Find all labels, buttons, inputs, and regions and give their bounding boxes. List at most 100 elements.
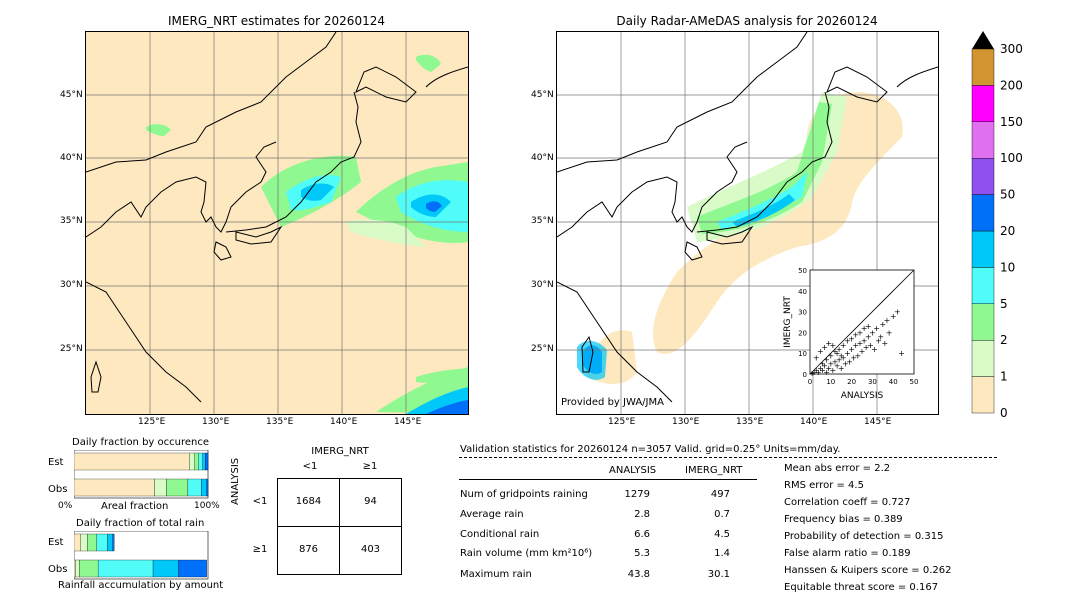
fraction-bar-segment [74,452,190,471]
right-map-canvas [557,32,938,414]
occurrence-tick-100: 100% [194,501,220,511]
scatter-point: + [867,341,874,350]
stats-row-analysis: 6.6 [634,529,650,540]
left-lon-label-125: 125°E [138,417,166,427]
fraction-bar-segment [206,478,209,497]
fraction-bar-segment [80,533,88,552]
scatter-point: + [825,339,832,348]
right-lon-label-145: 145°E [864,417,892,427]
stats-row-imerg: 1.4 [714,548,730,559]
colorbar-label: 2 [1000,333,1008,347]
scatter-point: + [838,351,845,360]
colorbar-box [971,340,995,377]
scatter-x-ticks: 0 10 20 30 40 50 [808,378,919,386]
right-lon-label-130: 130°E [672,417,700,427]
right-lat-label-40: 40°N [531,153,554,163]
scatter-y-ticks: 0 10 20 30 40 50 [798,267,807,379]
colorbar-label: 20 [1000,224,1015,238]
stats-row-imerg: 30.1 [707,569,730,580]
scatter-point: + [852,341,859,350]
scatter-point: + [827,360,834,369]
scatter-point: + [842,360,849,369]
fraction-bar-segment [97,559,154,578]
rain-fraction-xlabel: Rainfall accumulation by amount [58,580,224,591]
fraction-bar-segment [205,452,209,471]
colorbar-box [971,194,995,232]
scatter-point: + [821,362,828,371]
stats-col-imerg: IMERG_NRT [685,465,743,476]
colorbar-box [971,157,995,195]
left-lon-label-145: 145°E [394,417,422,427]
scatter-point: + [832,358,839,367]
fraction-bar-segment [74,533,81,552]
scatter-point: + [879,320,886,329]
fraction-bar-segment [187,478,202,497]
stats-row-label: Maximum rain [460,569,532,580]
validation-divider [459,457,997,458]
contingency-row-lt1: <1 [252,496,268,507]
colorbar-label: 10 [1000,260,1015,274]
scatter-point: + [827,351,834,360]
scatter-y-tick: 50 [798,267,807,275]
scatter-y-tick: 0 [803,371,807,379]
contingency-cell-01: 94 [364,496,377,507]
scatter-x-tick: 0 [808,378,812,386]
score-rms-error: RMS error = 4.5 [784,480,864,491]
colorbar-box [971,230,995,268]
occurrence-tick-0: 0% [58,501,73,511]
stats-row-label: Conditional rain [460,529,540,540]
fraction-bar-segment [154,478,167,497]
scatter-x-tick: 20 [847,378,856,386]
scatter-point: + [844,349,851,358]
scatter-point: + [840,353,847,362]
scatter-x-tick: 10 [826,378,835,386]
scatter-plot: ++++++++++++++++++++++++++++++++++++++++… [783,267,919,401]
colorbar-extend-arrow [972,31,994,49]
provider-credit: Provided by JWA/JMA [561,397,664,408]
stats-col-analysis: ANALYSIS [609,465,657,476]
right-lat-label-25: 25°N [531,344,554,354]
scatter-point: + [882,339,889,348]
occurrence-xlabel: Areal fraction [101,501,169,512]
scatter-point: + [834,362,841,371]
scatter-point: + [817,347,824,356]
scatter-point: + [857,339,864,348]
scatter-point: + [817,364,824,373]
fraction-bar-segment [107,533,114,552]
scatter-point: + [859,347,866,356]
occurrence-bars [74,450,209,499]
scatter-point: + [819,366,826,375]
scatter-point: + [819,360,826,369]
fraction-bar-segment [202,452,206,471]
contingency-col-ge1: ≥1 [362,461,378,472]
colorbar-label: 0 [1000,406,1008,420]
left-lat-label-35: 35°N [60,216,83,226]
colorbar-box [971,376,995,414]
colorbar-label: 200 [1000,78,1023,92]
scatter-x-tick: 30 [868,378,877,386]
contingency-row-ge1: ≥1 [252,544,268,555]
rain-fraction-est-label: Est [48,537,64,548]
stats-row-imerg: 0.7 [714,509,730,520]
scatter-x-tick: 50 [910,378,919,386]
stats-row-analysis: 2.8 [634,509,650,520]
colorbar-label: 300 [1000,42,1023,56]
scatter-point: + [865,322,872,331]
fraction-bar-segment [96,533,108,552]
scatter-point: + [813,353,820,362]
right-lon-label-135: 135°E [736,417,764,427]
right-coastline [557,32,938,403]
colorbar-box [971,121,995,159]
scatter-diagonal [809,269,915,375]
scatter-points: ++++++++++++++++++++++++++++++++++++++++… [809,308,905,378]
rain-fraction-title: Daily fraction of total rain [76,518,205,529]
colorbar: 0 1 2 5 10 20 50 100 150 200 300 [971,31,1023,420]
score-equitable-threat: Equitable threat score = 0.167 [784,582,939,593]
fraction-bar-segment [74,559,76,578]
fraction-bar-segment [198,452,203,471]
fraction-bar-segment [79,559,99,578]
scatter-point: + [844,337,851,346]
fraction-bar-segment [201,478,207,497]
stats-row-imerg: 497 [710,489,730,500]
right-lat-label-30: 30°N [531,280,554,290]
